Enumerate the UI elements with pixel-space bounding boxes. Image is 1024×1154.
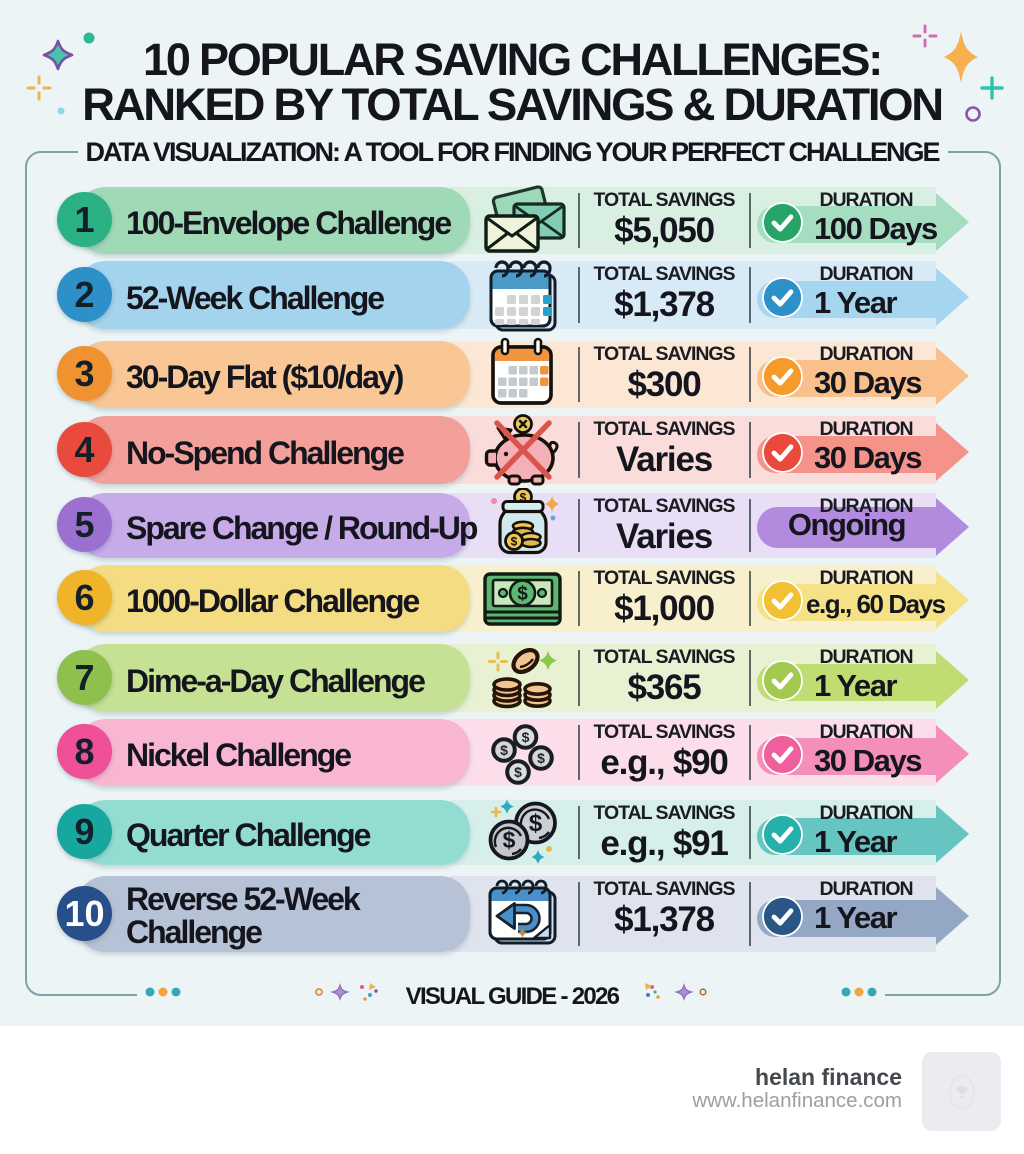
svg-text:$: $ <box>537 750 545 766</box>
svg-text:$: $ <box>522 729 530 745</box>
svg-text:$: $ <box>500 742 508 758</box>
svg-text:$: $ <box>511 535 518 549</box>
svg-text:$: $ <box>503 827 516 853</box>
svg-text:$: $ <box>529 810 543 837</box>
svg-text:$: $ <box>514 764 522 780</box>
svg-text:$: $ <box>517 584 528 605</box>
svg-text:$: $ <box>520 491 527 505</box>
